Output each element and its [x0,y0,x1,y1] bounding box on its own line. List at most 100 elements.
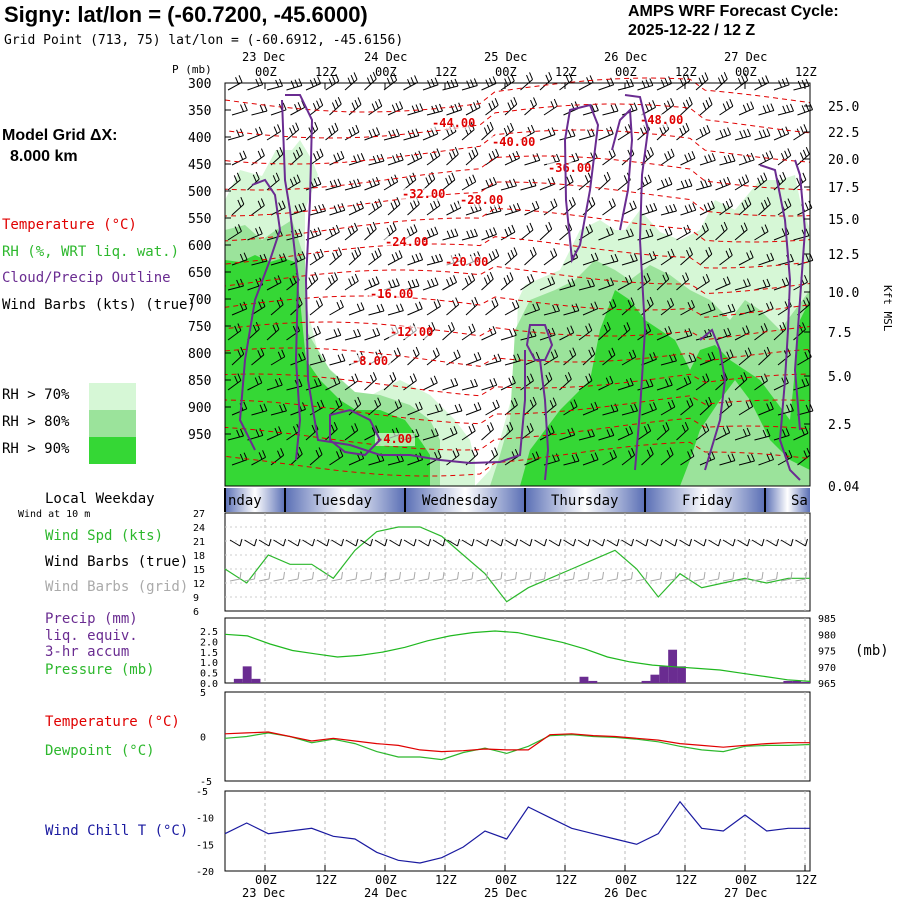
temperature-label-bg [639,114,679,127]
wind-barb-flag [762,279,767,288]
wind-barb [641,358,657,366]
wind-barb-flag [645,379,650,388]
grid-wind-barb-flag [660,571,662,580]
wind-barb [227,380,242,391]
wind-barb-flag [625,277,629,285]
wind-barb-flag [257,200,262,209]
height-tick-label: 20.0 [828,153,859,168]
wind-barb-flag [329,180,334,189]
wind-barb-flag [377,397,382,405]
wind-barb-flag [547,178,552,186]
wind-barb-flag [388,130,393,139]
wind-barb [407,353,420,366]
wind-barb-flag [428,324,433,333]
precip-tick-label: 1.5 [200,648,218,659]
grid-wind-barb [534,578,545,582]
wind-barb-flag [430,278,435,287]
wind-barb-flag [781,128,786,136]
wind-barb-flag [571,304,576,312]
wind-barb-flag [725,250,730,258]
wind-barb [637,385,654,391]
wind-barb-flag [491,449,496,458]
wind-barb-flag [259,428,264,436]
height-tick-label: 7.5 [828,326,851,341]
wind-barb-flag [689,247,693,255]
wind-barb-flag [372,329,377,337]
bottom-date-label: 27 Dec [724,886,767,900]
wind-barb [754,179,768,191]
wind-barb [695,429,710,441]
grid-wind-barb [635,578,647,582]
wind-barb-flag [686,73,691,82]
wind-barb-flag [412,199,417,208]
wind-barb [777,456,793,466]
wind-barb-flag [435,254,440,263]
wind-barb-flag [377,248,382,256]
wind-barb-flag [356,202,361,211]
wind-barb-flag [529,72,533,80]
wind-barb-flag [551,127,556,135]
wind-barb-flag [763,349,768,358]
grid-wind-barb-flag [631,571,633,580]
wind-barb-flag [627,450,632,458]
wind-barb-flag [749,250,754,258]
wind-barb-flag [643,275,648,283]
wind-barb [543,254,558,266]
wind-barb-flag [353,179,358,188]
wind-barb-flag [609,375,614,384]
wind-barb-flag [272,175,277,183]
wind-barb [251,155,265,166]
wind-barb-flag [608,200,613,209]
wind-barb [344,429,359,441]
wind-barb-flag [374,101,379,109]
wind-barb-flag [468,325,473,334]
wind-barb-flag [360,153,365,161]
wind-tick-label: 15 [193,565,205,576]
grid-wind-barb-flag [674,571,677,580]
wind-barb [481,332,497,341]
wind-barb-flag [515,299,520,308]
wind-barb [266,328,280,341]
wind-barb-flag [471,423,476,432]
wind-barb-flag [336,451,340,459]
wind-barb-flag [727,154,732,163]
temperature-label-bg [384,236,424,249]
top-hour-label: 00Z [735,65,757,79]
wind-barb-flag [723,71,728,80]
wind-barb-flag [243,301,248,310]
wind-barb-flag [687,301,692,310]
wind-barb [656,233,673,241]
wind-barb-flag [236,429,241,438]
wind-barb-flag [588,323,593,331]
wind-barb-flag [431,322,436,330]
wind-barb-flag [532,396,537,405]
wind-barb [325,428,338,441]
wind-barb-flag [334,272,339,280]
temperature-label-bg [547,162,587,175]
wind-barb [719,460,736,466]
wind-barb-flag [348,278,353,286]
wind-barb-flag [431,255,436,264]
wind-barb-flag [666,449,671,458]
wind-barb-flag [803,124,808,132]
wind-barb-flag [337,204,342,212]
wind-barb-flag [591,278,595,287]
wind-barb-flag [568,199,573,208]
grid-dx-value: 8.000 km [10,148,78,165]
wind-barb-flag [317,227,322,235]
wind-barb-flag [396,197,401,205]
wind-barb-flag [354,249,359,258]
wind-barb-flag [553,248,558,256]
wind-barb-flag [686,249,690,258]
wind-barb-flag [395,278,400,286]
top-hour-label: 00Z [495,65,517,79]
wind-barb-flag [649,296,654,305]
wind-barb-flag [550,425,555,433]
wind-barb-flag [357,97,362,105]
wind-barb [617,235,634,241]
true-wind-barb [708,539,719,547]
wind-barb-flag [411,279,416,288]
wind-barb-flag [394,401,399,409]
wind-barb [793,329,806,341]
